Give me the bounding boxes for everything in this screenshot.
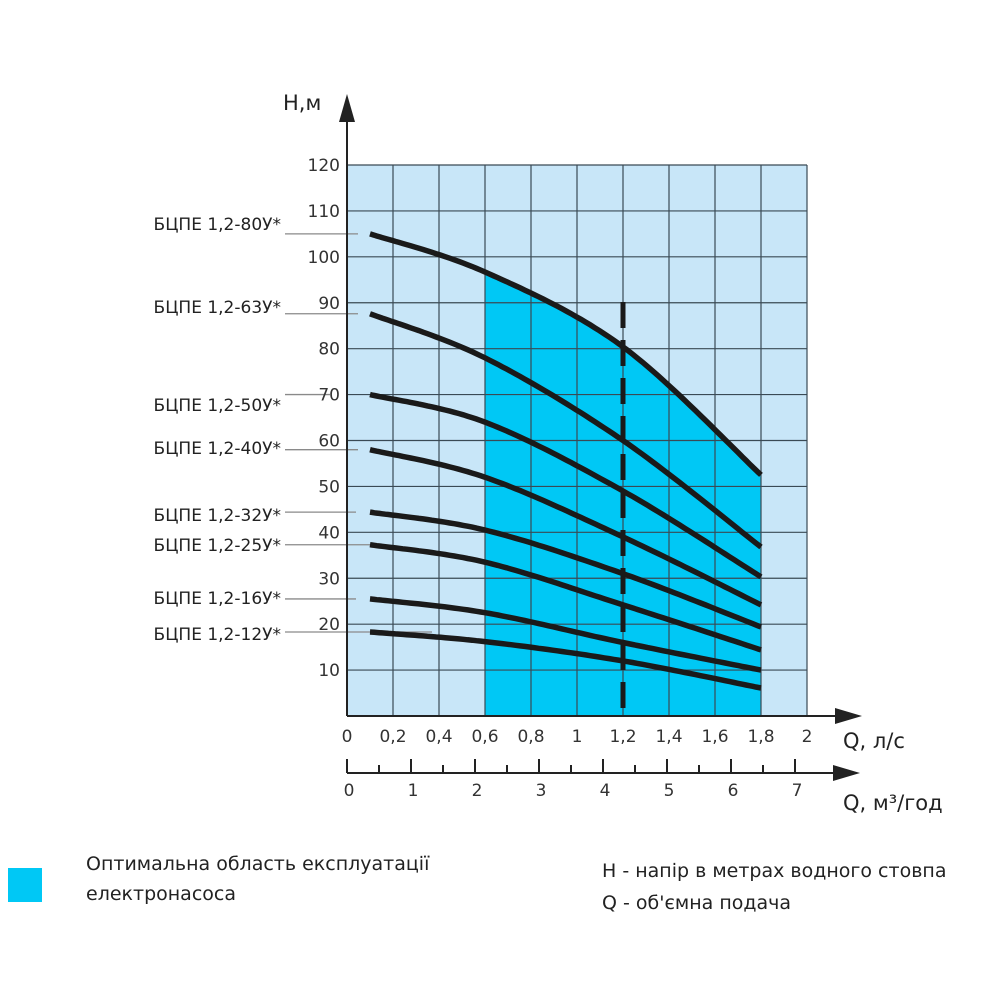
series-leader-lines [285, 233, 432, 633]
y-tick-label: 40 [318, 523, 340, 543]
y-tick-label: 80 [318, 340, 340, 360]
x-tick-label: 1,4 [655, 727, 682, 747]
y-tick-label: 20 [318, 615, 340, 635]
x-axis-arrow-icon [835, 708, 862, 724]
y-tick-label: 100 [308, 248, 340, 268]
secondary-x-axis-ticks: 0 1 2 3 4 5 6 7 [344, 759, 803, 801]
secondary-x-tick-label: 6 [728, 781, 739, 801]
x-tick-label: 2 [802, 727, 813, 747]
x-tick-label: 1 [572, 727, 583, 747]
pump-curve [369, 509, 762, 630]
y-tick-label: 60 [318, 432, 340, 452]
y-tick-label: 50 [318, 477, 340, 497]
x-tick-label: 0,6 [471, 727, 498, 747]
series-label: БЦПЕ 1,2-40У* [154, 439, 281, 459]
series-label: БЦПЕ 1,2-12У* [154, 625, 281, 645]
y-tick-label: 120 [308, 156, 340, 176]
series-labels: БЦПЕ 1,2-80У* БЦПЕ 1,2-63У* БЦПЕ 1,2-50У* Б… [154, 215, 281, 645]
x-tick-label: 0,8 [517, 727, 544, 747]
x-tick-label: 1,6 [701, 727, 728, 747]
y-tick-label: 10 [318, 661, 340, 681]
optimal-region-legend-label: Оптимальна область експлуатації електрон… [86, 853, 430, 905]
notes: H - напір в метрах водного стовпа Q - об… [602, 855, 946, 919]
pump-curve [369, 629, 762, 691]
series-label: БЦПЕ 1,2-50У* [154, 396, 281, 416]
x-axis-title: Q, л/с [843, 729, 905, 753]
y-tick-label: 70 [318, 386, 340, 406]
pump-curve [369, 447, 763, 608]
series-label: БЦПЕ 1,2-63У* [154, 298, 281, 318]
q-definition-note: Q - об'ємна подача [602, 892, 792, 914]
secondary-x-tick-label: 3 [536, 781, 547, 801]
pump-curve [369, 231, 763, 477]
y-axis-title: H,м [283, 91, 321, 115]
y-axis-ticks: 10 20 30 40 50 60 70 80 90 100 110 120 [308, 156, 340, 681]
secondary-x-tick-label: 1 [408, 781, 419, 801]
x-axis-ticks: 0 0,2 0,4 0,6 0,8 1 1,2 1,4 1,6 1,8 2 [342, 727, 813, 747]
x-tick-label: 0 [342, 727, 353, 747]
secondary-x-tick-label: 2 [472, 781, 483, 801]
secondary-x-tick-label: 7 [792, 781, 803, 801]
pump-curve [369, 391, 763, 580]
secondary-x-tick-label: 4 [600, 781, 611, 801]
series-label: БЦПЕ 1,2-32У* [154, 506, 281, 526]
secondary-x-tick-label: 5 [664, 781, 675, 801]
series-label: БЦПЕ 1,2-25У* [154, 536, 281, 556]
series-label: БЦПЕ 1,2-80У* [154, 215, 281, 235]
y-axis-arrow-icon [339, 94, 355, 122]
y-tick-label: 110 [308, 202, 340, 222]
secondary-x-axis-title: Q, м³/год [843, 791, 943, 815]
secondary-x-axis-arrow-icon [833, 765, 860, 781]
x-tick-label: 0,2 [379, 727, 406, 747]
pump-curve [369, 541, 762, 653]
x-tick-label: 0,4 [425, 727, 452, 747]
x-tick-label: 1,2 [609, 727, 636, 747]
y-tick-label: 30 [318, 569, 340, 589]
pump-curves [369, 231, 763, 691]
h-definition-note: H - напір в метрах водного стовпа [602, 860, 947, 882]
y-tick-label: 90 [318, 294, 340, 314]
pump-curve [369, 596, 762, 673]
x-tick-label: 1,8 [747, 727, 774, 747]
series-label: БЦПЕ 1,2-16У* [154, 589, 281, 609]
axes [339, 94, 862, 781]
optimal-region-legend-swatch [8, 868, 42, 902]
secondary-x-tick-label: 0 [344, 781, 355, 801]
pump-curve [369, 311, 763, 550]
